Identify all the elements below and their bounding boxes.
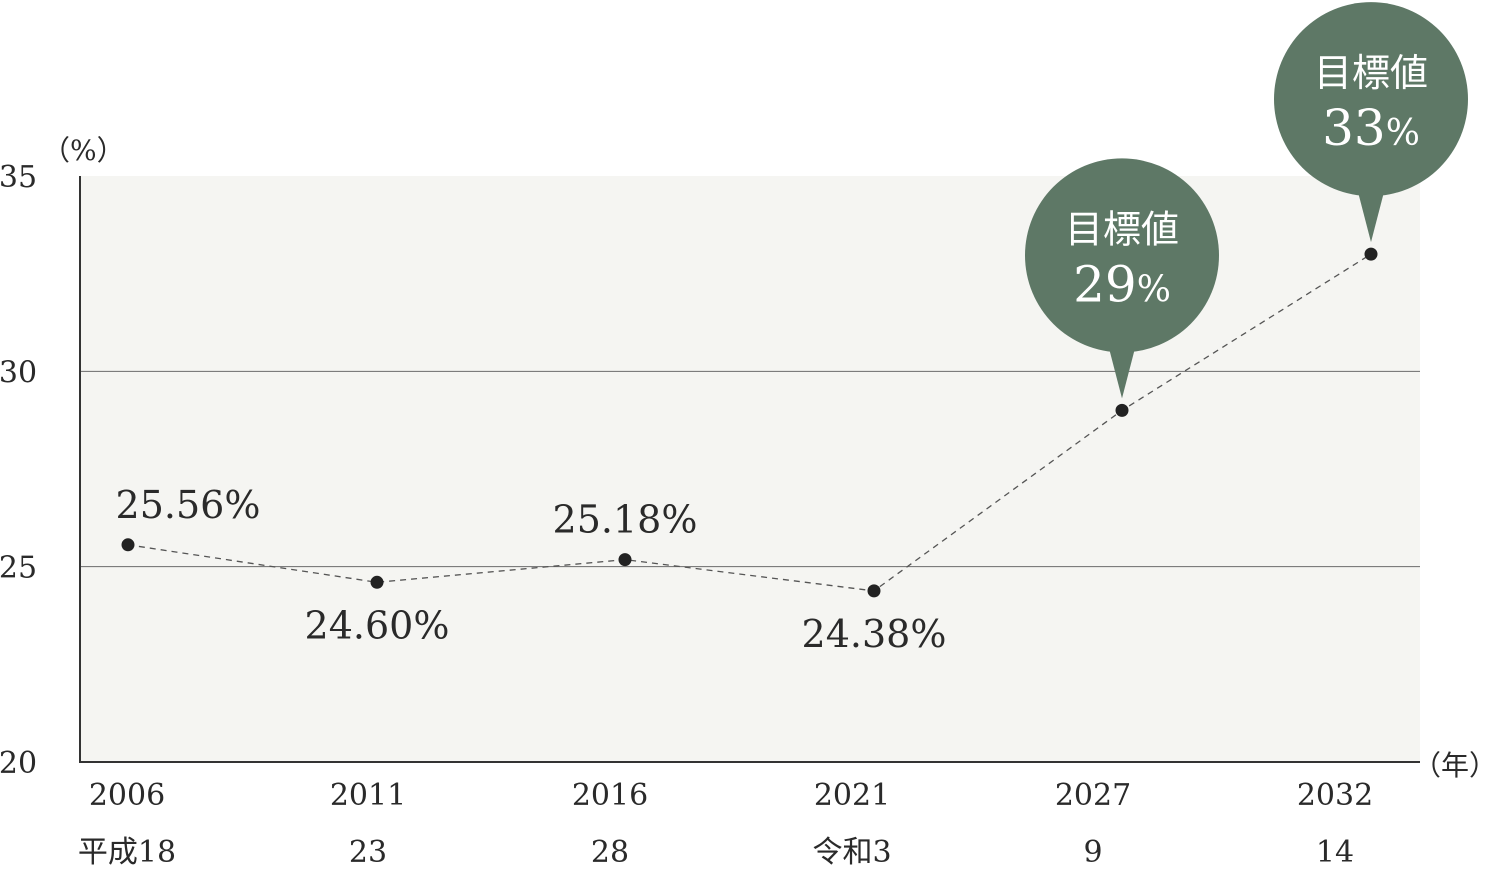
- data-point: [1364, 247, 1378, 261]
- data-point: [370, 575, 384, 589]
- target-value-unit: %: [1386, 113, 1420, 154]
- x-tick-era-label: 令和3: [812, 835, 891, 870]
- data-point: [121, 538, 135, 552]
- data-point: [1115, 403, 1129, 417]
- y-tick-label: 25: [0, 551, 37, 586]
- x-tick-label: 2027: [1055, 778, 1131, 813]
- x-tick-era-label: 23: [349, 835, 387, 870]
- target-bubble-tail: [1357, 188, 1385, 243]
- x-tick-era-label: 平成18: [78, 835, 176, 870]
- target-bubble: [1274, 2, 1468, 197]
- data-label: 24.38%: [802, 612, 947, 656]
- target-bubble-tail: [1108, 344, 1136, 399]
- data-label: 25.56%: [116, 483, 261, 527]
- x-tick-label: 2032: [1297, 778, 1373, 813]
- target-title: 目標値: [1065, 207, 1179, 251]
- data-label: 25.18%: [553, 498, 698, 542]
- plot-area: [80, 176, 1420, 762]
- data-point: [618, 553, 632, 567]
- target-value-number: 33: [1322, 99, 1386, 157]
- target-value: 33%: [1322, 99, 1420, 157]
- target-value-number: 29: [1073, 255, 1137, 313]
- x-axis-unit-label: （年）: [1413, 749, 1497, 782]
- data-point: [867, 584, 881, 598]
- target-value: 29%: [1073, 255, 1171, 313]
- target-value-unit: %: [1137, 269, 1171, 310]
- x-tick-era-label: 14: [1316, 835, 1354, 870]
- series-line: [127, 253, 1372, 592]
- x-tick-label: 2016: [572, 778, 648, 813]
- y-tick-label: 35: [0, 160, 37, 195]
- target-bubble: [1025, 158, 1219, 353]
- data-label: 24.60%: [305, 603, 450, 647]
- y-tick-label: 30: [0, 355, 37, 390]
- target-title: 目標値: [1314, 51, 1428, 95]
- x-tick-era-label: 9: [1083, 835, 1102, 870]
- y-axis-unit-label: （%）: [42, 134, 125, 167]
- x-tick-label: 2021: [814, 778, 890, 813]
- x-tick-label: 2011: [330, 778, 406, 813]
- y-tick-label: 20: [0, 746, 37, 781]
- x-tick-label: 2006: [89, 778, 165, 813]
- x-tick-era-label: 28: [591, 835, 629, 870]
